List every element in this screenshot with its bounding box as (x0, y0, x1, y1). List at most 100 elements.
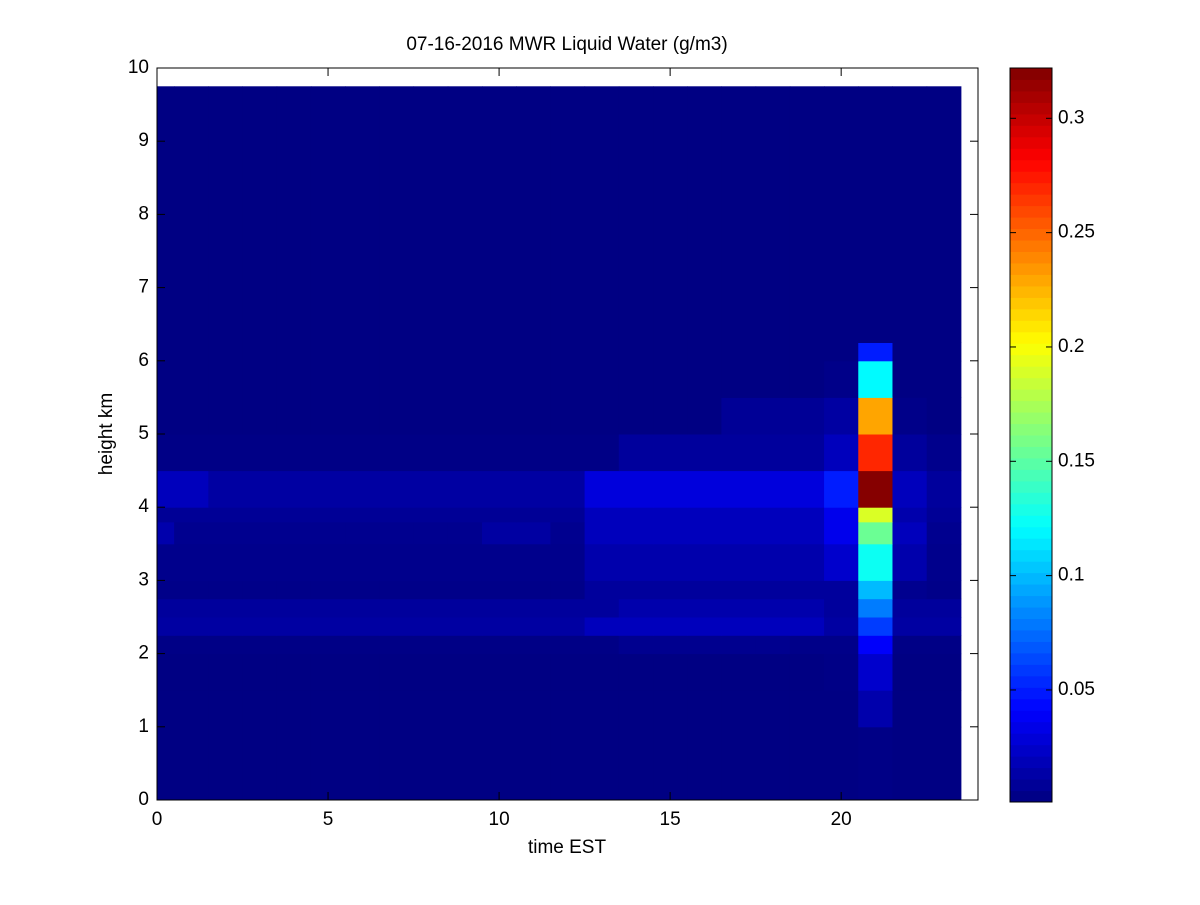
heatmap-cell (174, 434, 209, 472)
heatmap-cell (310, 470, 346, 508)
heatmap-cell (653, 360, 688, 398)
heatmap-cell (157, 342, 175, 362)
heatmap-cell (310, 635, 346, 655)
heatmap-cell (550, 342, 586, 362)
heatmap-cell (174, 521, 209, 545)
colorbar-swatch (1010, 228, 1052, 241)
heatmap-cell (858, 521, 893, 545)
heatmap-cell (687, 726, 722, 801)
heatmap-cell (345, 342, 380, 362)
heatmap-cell (157, 598, 175, 618)
heatmap-cell (584, 342, 620, 362)
heatmap-cell (824, 653, 859, 691)
heatmap-cell (926, 726, 962, 801)
heatmap-cell (789, 397, 825, 435)
heatmap-cell (379, 507, 415, 523)
y-tick-label: 5 (138, 423, 149, 444)
heatmap-cell (345, 690, 380, 728)
heatmap-cell (687, 86, 722, 344)
heatmap-cell (653, 617, 688, 636)
heatmap-cell (858, 635, 893, 655)
heatmap-cell (413, 598, 449, 618)
heatmap-cell (824, 635, 859, 655)
heatmap-cell (174, 342, 209, 362)
heatmap-cell (157, 543, 175, 581)
heatmap-cell (755, 397, 791, 435)
heatmap-cell (824, 726, 859, 801)
heatmap-cell (345, 726, 380, 801)
heatmap-cell (892, 360, 928, 398)
heatmap-cell (687, 397, 722, 435)
x-tick-label: 20 (831, 809, 852, 830)
heatmap-cell (926, 580, 962, 600)
heatmap-cell (550, 507, 586, 523)
heatmap-cell (824, 598, 859, 618)
colorbar-swatch (1010, 549, 1052, 562)
heatmap-cell (516, 690, 551, 728)
heatmap-cell (310, 507, 346, 523)
heatmap-cell (858, 397, 893, 435)
heatmap-cell (447, 543, 483, 581)
heatmap-cell (755, 543, 791, 581)
heatmap-cell (926, 360, 962, 398)
heatmap-cell (824, 470, 859, 508)
heatmap-cell (926, 521, 962, 545)
heatmap-cell (892, 653, 928, 691)
heatmap-cell (481, 342, 517, 362)
heatmap-cell (157, 580, 175, 600)
colorbar-swatch (1010, 423, 1052, 436)
x-tick-label: 15 (660, 809, 681, 830)
heatmap-cell (687, 635, 722, 655)
heatmap-cell (413, 434, 449, 472)
heatmap-cell (481, 397, 517, 435)
heatmap-cell (755, 434, 791, 472)
heatmap-cell (721, 507, 757, 523)
heatmap-cell (653, 635, 688, 655)
heatmap-cell (345, 635, 380, 655)
heatmap-cell (653, 726, 688, 801)
colorbar-swatch (1010, 687, 1052, 700)
heatmap-cell (208, 635, 244, 655)
heatmap-cell (447, 653, 483, 691)
colorbar-swatch (1010, 526, 1052, 539)
heatmap-cell (550, 635, 586, 655)
heatmap-cell (653, 86, 688, 344)
heatmap-cell (379, 470, 415, 508)
heatmap-cell (584, 580, 620, 600)
heatmap-cell (310, 598, 346, 618)
heatmap-cell (892, 690, 928, 728)
heatmap-cell (926, 635, 962, 655)
heatmap-cell (379, 360, 415, 398)
colorbar-swatch (1010, 354, 1052, 367)
heatmap-cell (789, 342, 825, 362)
colorbar-swatch (1010, 136, 1052, 149)
heatmap-cell (157, 360, 175, 398)
heatmap-cell (157, 635, 175, 655)
heatmap-cell (755, 342, 791, 362)
heatmap-cell (618, 360, 654, 398)
heatmap-cell (721, 521, 757, 545)
heatmap-cell (345, 360, 380, 398)
heatmap-cell (174, 86, 209, 344)
heatmap-cell (174, 598, 209, 618)
colorbar-swatch (1010, 446, 1052, 459)
heatmap-cell (687, 521, 722, 545)
x-tick-label: 10 (489, 809, 510, 830)
colorbar-swatch (1010, 641, 1052, 654)
heatmap-cell (174, 653, 209, 691)
heatmap-cell (447, 507, 483, 523)
heatmap-cell (653, 543, 688, 581)
heatmap-cell (310, 726, 346, 801)
heatmap-cell (276, 397, 312, 435)
heatmap-cell (242, 690, 278, 728)
heatmap-cell (926, 690, 962, 728)
heatmap-cell (276, 635, 312, 655)
heatmap-cell (858, 580, 893, 600)
heatmap-cell (584, 598, 620, 618)
heatmap-cell (653, 690, 688, 728)
heatmap-cell (550, 653, 586, 691)
colorbar-swatch (1010, 457, 1052, 470)
heatmap-cell (242, 726, 278, 801)
heatmap-cell (789, 617, 825, 636)
heatmap-cell (413, 690, 449, 728)
